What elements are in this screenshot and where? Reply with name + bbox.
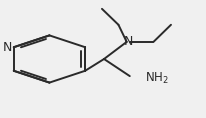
- Text: N: N: [124, 35, 133, 48]
- Text: NH$_2$: NH$_2$: [145, 71, 169, 86]
- Text: N: N: [2, 41, 12, 54]
